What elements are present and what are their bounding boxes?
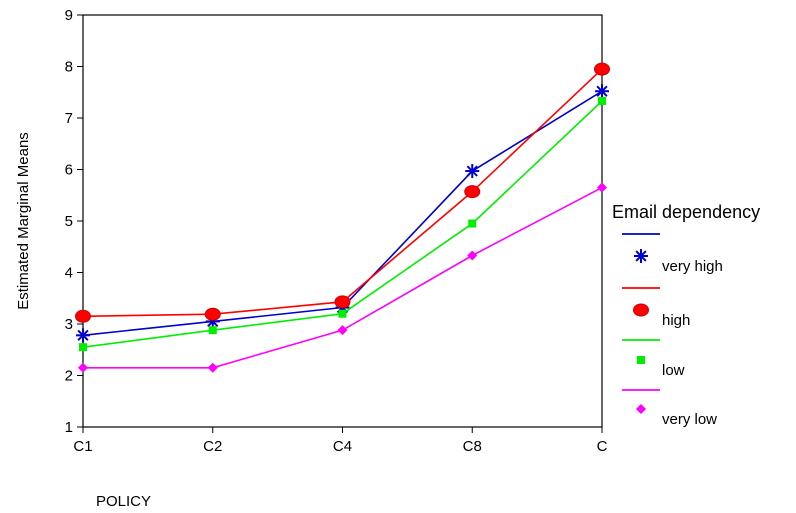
- data-point-low: [79, 343, 87, 352]
- data-point-very-high: [465, 164, 480, 179]
- legend-label-high: high: [662, 312, 690, 329]
- data-point-very-low: [78, 362, 88, 373]
- data-point-very-high: [595, 84, 609, 99]
- x-tick-label: C: [597, 438, 608, 455]
- legend-marker-very-low: [636, 404, 646, 414]
- y-tick-label: 4: [65, 265, 73, 282]
- y-tick-label: 5: [65, 213, 73, 230]
- data-point-high: [594, 62, 610, 76]
- data-point-high: [75, 309, 91, 323]
- y-tick-label: 7: [65, 110, 73, 127]
- plot-frame: [82, 14, 603, 428]
- y-axis-label: Estimated Marginal Means: [15, 132, 32, 310]
- y-tick-label: 6: [65, 162, 73, 179]
- y-tick-label: 2: [65, 368, 73, 385]
- data-point-high: [464, 185, 481, 199]
- legend-title: Email dependency: [612, 202, 760, 222]
- series-line-very-low: [83, 186, 603, 369]
- series-high: [75, 62, 610, 323]
- data-point-low: [468, 219, 477, 228]
- legend-marker-very-high: [634, 249, 648, 263]
- legend-label-low: low: [662, 362, 685, 379]
- y-tick-label: 3: [65, 316, 73, 333]
- y-axis-ticks: 1 2 3 4 5 6 7 8 9: [65, 7, 83, 436]
- legend-marker-high: [633, 303, 649, 317]
- x-tick-label: C2: [203, 438, 222, 455]
- series-layer: [75, 62, 610, 373]
- x-tick-label: C4: [333, 438, 352, 455]
- data-point-very-low: [337, 325, 348, 336]
- data-point-very-low: [597, 182, 607, 193]
- data-point-very-high: [76, 328, 90, 343]
- x-tick-label: C8: [463, 438, 482, 455]
- data-point-low: [338, 309, 347, 318]
- series-low: [79, 97, 606, 352]
- legend-marker-low: [637, 356, 645, 364]
- data-point-high: [204, 307, 221, 321]
- data-point-low: [208, 326, 217, 335]
- x-axis-ticks: C1 C2 C4 C8 C: [73, 427, 608, 455]
- legend-label-very-low: very low: [662, 411, 717, 428]
- series-line-high: [82, 68, 603, 318]
- legend: Email dependency very high high low very lo…: [612, 202, 760, 428]
- data-point-very-low: [467, 250, 478, 261]
- data-point-very-low: [207, 362, 218, 373]
- y-tick-label: 9: [65, 7, 73, 24]
- x-axis-label: POLICY: [96, 493, 151, 510]
- data-point-high: [334, 295, 351, 309]
- x-tick-label: C1: [73, 438, 92, 455]
- series-very-low: [78, 182, 607, 373]
- y-tick-label: 8: [65, 59, 73, 76]
- legend-label-very-high: very high: [662, 258, 723, 275]
- y-tick-label: 1: [65, 419, 73, 436]
- data-point-low: [598, 97, 606, 106]
